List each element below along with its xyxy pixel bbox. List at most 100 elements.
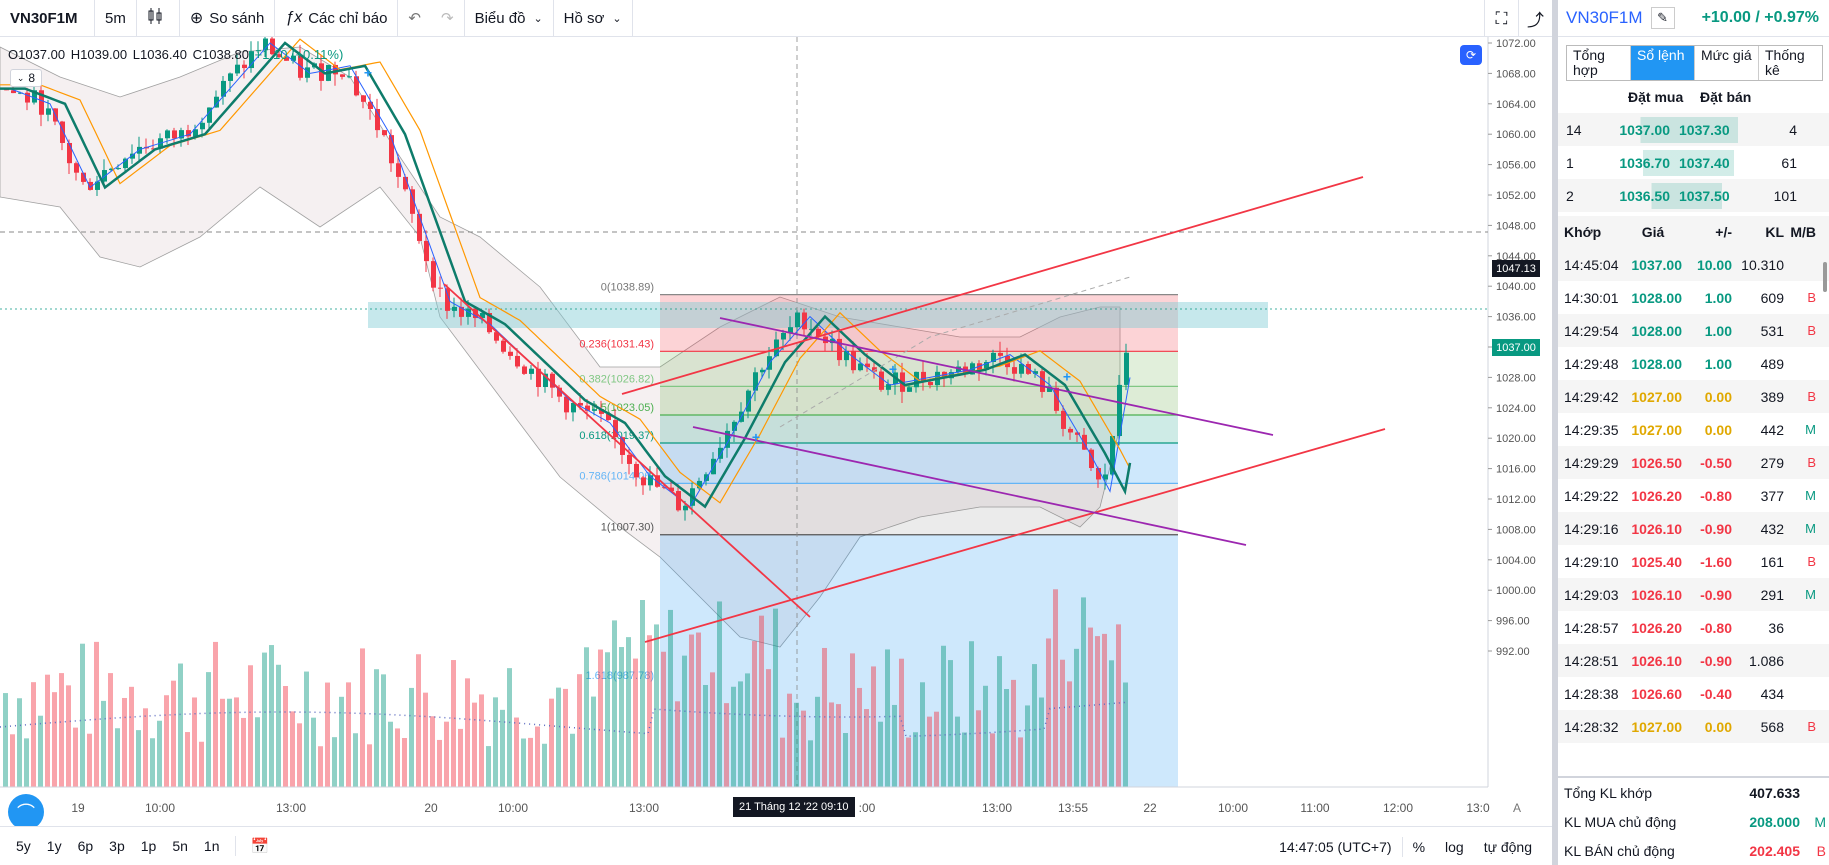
trade-row[interactable]: 14:29:42 1027.00 0.00 389 B: [1558, 380, 1829, 413]
indicator-collapse-toggle[interactable]: ⌄ 8: [10, 69, 42, 87]
volume-bar: [843, 733, 848, 787]
trade-row[interactable]: 14:29:10 1025.40 -1.60 161 B: [1558, 545, 1829, 578]
sync-icon[interactable]: ⟳: [1460, 45, 1482, 65]
volume-bar: [45, 674, 50, 787]
trade-row[interactable]: 14:30:01 1028.00 1.00 609 B: [1558, 281, 1829, 314]
col-change: +/-: [1715, 224, 1732, 240]
range-1d-button[interactable]: 1n: [203, 838, 220, 854]
fullscreen-button[interactable]: ⛶: [1484, 0, 1518, 37]
trade-row[interactable]: 14:28:32 1027.00 0.00 568 B: [1558, 710, 1829, 743]
trade-row[interactable]: 14:29:35 1027.00 0.00 442 M: [1558, 413, 1829, 446]
volume-bar: [661, 651, 666, 787]
trades-list[interactable]: 14:45:04 1037.00 10.00 10.310 14:30:01 1028.0…: [1558, 248, 1829, 743]
candle-body: [1096, 468, 1101, 480]
price-tick-label: 1048.00: [1496, 220, 1536, 232]
bid-price[interactable]: 1036.70: [1618, 149, 1674, 176]
time-tick-label: 22: [1143, 801, 1157, 815]
range-5y-button[interactable]: 5y: [16, 838, 31, 854]
tab-summary[interactable]: Tổng hợp: [1567, 46, 1631, 80]
volume-bar: [353, 733, 358, 787]
trade-row[interactable]: 14:29:29 1026.50 -0.50 279 B: [1558, 446, 1829, 479]
interval-button[interactable]: 5m: [95, 0, 137, 37]
legend-high: H1039.00: [70, 47, 128, 62]
trade-price: 1026.60: [1631, 685, 1682, 702]
bid-price[interactable]: 1036.50: [1618, 182, 1674, 209]
edit-icon[interactable]: ✎: [1650, 7, 1675, 29]
candle-body: [165, 130, 170, 139]
toolbar-right-group: ⛶ ⤴: [1484, 0, 1552, 37]
volume-bar: [458, 728, 463, 787]
volume-bar: [542, 743, 547, 787]
brand-logo-icon[interactable]: ⌒: [8, 794, 44, 830]
ask-price[interactable]: 1037.50: [1674, 182, 1754, 209]
bid-price[interactable]: 1037.00: [1618, 116, 1674, 143]
chart-area[interactable]: 0(1038.89) 0.236(1031.43) 0.382(1026.82) 0.…: [0, 37, 1552, 832]
right-panel: VN30F1M ✎ +10.00 / +0.97% Tổng hợp Sổ lệ…: [1552, 0, 1829, 865]
trade-time: 14:29:35: [1564, 421, 1619, 438]
panel-symbol[interactable]: VN30F1M: [1566, 8, 1643, 27]
tab-statistics[interactable]: Thống kê: [1765, 47, 1805, 78]
indicators-button[interactable]: ƒx Các chỉ báo: [275, 0, 399, 37]
order-book-row[interactable]: 14 1037.00 1037.30 4: [1558, 113, 1829, 146]
chart-type-dropdown[interactable]: Biểu đồ ⌄: [465, 0, 554, 37]
redo-button[interactable]: ↷: [431, 0, 465, 37]
order-book-row[interactable]: 2 1036.50 1037.50 101: [1558, 179, 1829, 212]
volume-bar: [206, 672, 211, 787]
tab-price-levels[interactable]: Mức giá: [1695, 46, 1759, 80]
share-button[interactable]: ⤴: [1518, 0, 1552, 37]
trendline-upper-channel: [621, 176, 1364, 395]
volume-bar: [521, 738, 526, 787]
volume-bar: [199, 741, 204, 787]
log-scale-button[interactable]: log: [1445, 838, 1464, 855]
trade-volume: 442: [1760, 421, 1784, 438]
profile-dropdown[interactable]: Hồ sơ ⌄: [554, 0, 633, 37]
indicator-count: 8: [28, 71, 36, 85]
trade-row[interactable]: 14:28:57 1026.20 -0.80 36: [1558, 611, 1829, 644]
range-5d-button[interactable]: 5n: [172, 838, 188, 854]
range-1y-button[interactable]: 1y: [46, 838, 62, 854]
volume-bar: [640, 599, 645, 787]
trade-row[interactable]: 14:45:04 1037.00 10.00 10.310: [1558, 248, 1829, 281]
candle-body: [557, 387, 562, 397]
volume-bar: [794, 702, 799, 787]
candle-body: [494, 332, 499, 341]
volume-bar: [556, 687, 561, 787]
percent-scale-button[interactable]: %: [1412, 838, 1426, 855]
trade-row[interactable]: 14:28:51 1026.10 -0.90 1.086: [1558, 644, 1829, 677]
trade-row[interactable]: 14:29:54 1028.00 1.00 531 B: [1558, 314, 1829, 347]
auto-scale-button[interactable]: tự động: [1483, 838, 1532, 855]
range-6m-button[interactable]: 6p: [77, 838, 94, 854]
trade-row[interactable]: 14:29:48 1028.00 1.00 489: [1558, 347, 1829, 380]
chart-canvas[interactable]: 0(1038.89) 0.236(1031.43) 0.382(1026.82) 0.…: [0, 37, 1552, 832]
candle-body: [725, 430, 730, 448]
range-1m-button[interactable]: 1p: [140, 838, 157, 854]
volume-bar: [577, 674, 582, 787]
indicators-label: Các chỉ báo: [308, 9, 388, 27]
price-tick-label: 1008.00: [1496, 524, 1536, 536]
volume-bar: [10, 734, 15, 787]
candle-body: [410, 189, 415, 214]
chart-style-button[interactable]: [137, 0, 180, 37]
undo-button[interactable]: ↶: [398, 0, 431, 37]
ask-price[interactable]: 1037.40: [1674, 149, 1754, 176]
tab-order-book[interactable]: Sổ lệnh: [1631, 46, 1695, 80]
candle-body: [438, 287, 443, 289]
trade-row[interactable]: 14:29:22 1026.20 -0.80 377 M: [1558, 479, 1829, 512]
volume-bar: [101, 700, 106, 787]
order-book-row[interactable]: 1 1036.70 1037.40 61: [1558, 146, 1829, 179]
ask-price[interactable]: 1037.30: [1674, 116, 1754, 143]
price-tick-label: 996.00: [1496, 616, 1530, 628]
trade-row[interactable]: 14:29:03 1026.10 -0.90 291 M: [1558, 578, 1829, 611]
trade-row[interactable]: 14:28:38 1026.60 -0.40 434: [1558, 677, 1829, 710]
calendar-icon[interactable]: 📅: [250, 838, 270, 855]
clock-label[interactable]: 14:47:05 (UTC+7): [1279, 838, 1392, 855]
symbol-search-button[interactable]: VN30F1M: [0, 0, 95, 37]
compare-button[interactable]: ⊕ So sánh: [180, 0, 276, 37]
candle-body: [172, 130, 177, 139]
trade-row[interactable]: 14:29:16 1026.10 -0.90 432 M: [1558, 512, 1829, 545]
trade-volume: 10.310: [1741, 256, 1784, 273]
range-3m-button[interactable]: 3p: [109, 838, 125, 854]
candle-body: [753, 372, 758, 391]
scrollbar[interactable]: [1823, 262, 1827, 292]
trade-side: B: [1807, 455, 1816, 470]
